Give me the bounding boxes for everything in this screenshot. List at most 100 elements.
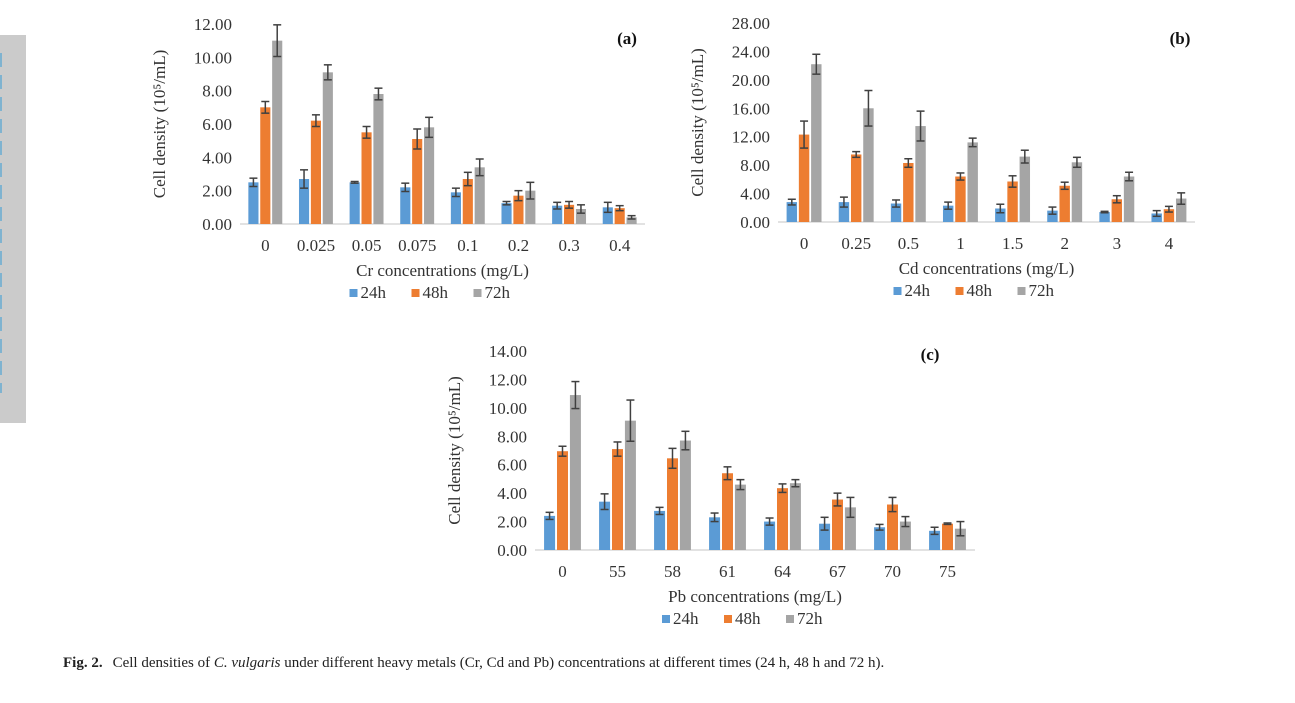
bar-48h-64 [777,488,788,550]
legend-label-48h: 48h [967,281,993,300]
x-tick-label: 64 [774,562,792,581]
x-tick-label: 0 [558,562,567,581]
y-tick-label: 12.00 [732,128,770,147]
bar-48h-58 [667,458,678,550]
bar-48h-0.3 [564,204,575,224]
y-tick-label: 4.00 [497,484,527,503]
x-axis-title: Pb concentrations (mg/L) [668,587,842,606]
bar-48h-0.1 [462,179,473,224]
x-tick-label: 0.05 [352,236,382,255]
bar-24h-0.2 [501,203,512,224]
x-tick-label: 0.025 [297,236,335,255]
legend-swatch-24h [893,287,902,295]
x-tick-label: 67 [829,562,847,581]
bar-72h-55 [624,420,636,550]
y-tick-label: 4.00 [740,185,770,204]
bar-48h-0.05 [361,132,372,224]
bar-48h-0 [260,107,271,224]
bar-72h-1.5 [1019,156,1031,222]
bar-24h-3 [1099,212,1110,222]
x-tick-label: 70 [884,562,901,581]
x-tick-label: 2 [1060,234,1069,253]
bar-72h-75 [954,528,966,550]
y-tick-label: 10.00 [489,399,527,418]
x-tick-label: 3 [1113,234,1122,253]
bar-72h-2 [1071,162,1083,222]
bar-24h-4 [1151,213,1162,222]
y-tick-label: 2.00 [497,513,527,532]
bar-24h-0.025 [298,179,310,224]
legend-swatch-72h [473,289,482,297]
y-tick-label: 4.00 [202,148,232,167]
legend-swatch-24h [349,289,358,297]
x-tick-label: 4 [1165,234,1174,253]
caption-species: C. vulgaris [213,655,281,671]
bar-24h-0.25 [838,202,850,222]
bar-48h-1.5 [1007,181,1018,222]
y-tick-label: 10.00 [194,48,232,67]
x-tick-label: 75 [939,562,956,581]
bar-72h-0.2 [525,190,536,224]
y-tick-label: 6.00 [202,115,232,134]
bar-72h-0.4 [626,217,637,224]
x-tick-label: 0.5 [898,234,919,253]
bar-24h-0.075 [400,187,411,224]
bar-48h-0.2 [513,195,524,224]
bar-72h-0.075 [424,127,435,224]
bar-24h-1 [942,205,954,222]
bar-48h-3 [1111,199,1123,222]
y-tick-label: 12.00 [194,15,232,34]
bar-72h-0.25 [863,108,874,222]
bar-72h-0.5 [915,126,926,222]
x-axis-title: Cd concentrations (mg/L) [899,259,1075,278]
bar-48h-0 [798,134,810,222]
bar-72h-0 [272,40,283,225]
chart-panel-b: 0.00 4.00 8.00 12.00 16.00 20.00 24.00 28.00 Cel… [688,14,1195,300]
y-tick-label: 0.00 [740,213,770,232]
bar-48h-0.5 [903,163,914,222]
y-tick-label: 20.00 [732,71,770,90]
legend-swatch-72h [786,615,794,623]
legend-swatch-24h [662,615,670,623]
bar-24h-0 [786,202,798,222]
bar-24h-64 [764,521,776,550]
bar-24h-75 [929,530,941,550]
bar-48h-1 [955,176,966,222]
caption-text-post: under different heavy metals (Cr, Cd and… [280,655,885,671]
chart-panel-c: 0.00 2.00 4.00 6.00 8.00 10.00 12.00 14.00 Cell … [445,342,975,628]
y-tick-label: 0.00 [202,215,232,234]
x-tick-label: 0.1 [457,236,478,255]
bar-48h-67 [832,499,843,550]
y-tick-label: 24.00 [732,42,770,61]
y-tick-label: 12.00 [489,370,527,389]
legend-label-48h: 48h [423,283,449,302]
bar-24h-67 [819,523,831,550]
bar-24h-0 [248,182,259,224]
y-axis-title: Cell density (10⁵/mL) [150,50,169,199]
legend-label-72h: 72h [797,609,823,628]
x-tick-label: 0 [800,234,809,253]
y-tick-label: 8.00 [497,427,527,446]
bar-72h-67 [844,507,856,550]
bar-72h-4 [1175,198,1187,222]
bar-48h-0.4 [614,208,625,224]
bar-48h-0.075 [412,139,423,224]
legend-swatch-72h [1017,287,1026,295]
bar-48h-2 [1059,185,1070,222]
chart-panel-a: 0.00 2.00 4.00 6.00 8.00 10.00 12.00 Cell densi… [150,15,645,302]
figure-caption: Fig. 2. Cell densities of C. vulgaris und… [63,655,884,672]
bar-24h-0.4 [602,207,613,224]
panel-label: (a) [617,29,637,48]
bar-72h-0.1 [474,167,485,224]
legend-label-24h: 24h [673,609,699,628]
y-tick-label: 2.00 [202,182,232,201]
bar-72h-0.025 [322,72,333,224]
bar-72h-0 [569,395,581,550]
x-tick-label: 1 [956,234,965,253]
bar-24h-0.3 [552,205,563,224]
bar-48h-55 [612,449,623,550]
x-tick-label: 1.5 [1002,234,1023,253]
x-tick-label: 0.075 [398,236,436,255]
x-tick-label: 0 [261,236,270,255]
page-margin-strip [0,35,26,423]
